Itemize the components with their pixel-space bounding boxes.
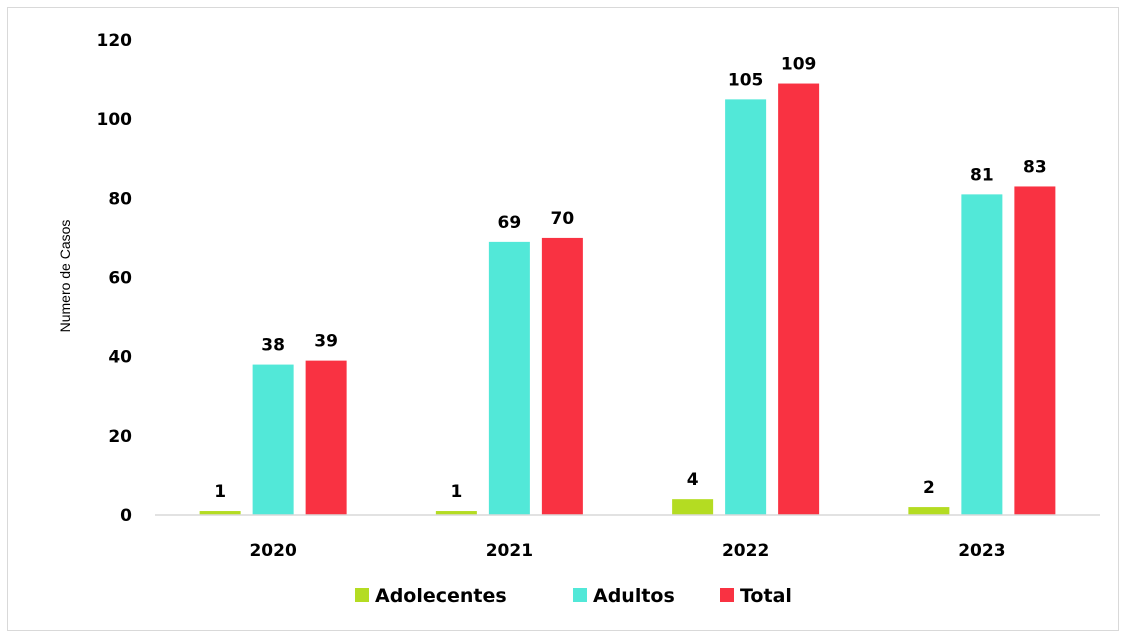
data-label: 105 [728,70,764,90]
x-tick-label: 2023 [958,541,1005,561]
bar-adultos-2021 [488,241,530,515]
legend-label-adolecentes: Adolecentes [375,585,507,607]
data-label: 39 [314,332,338,352]
bar-total-2022 [778,83,820,516]
data-label: 1 [214,482,226,502]
data-label: 2 [923,478,935,498]
data-label: 4 [687,470,699,490]
data-label: 1 [450,482,462,502]
y-tick-label: 80 [108,189,132,209]
y-tick-label: 120 [97,31,133,51]
y-tick-label: 20 [108,427,132,447]
bar-adolecentes-2021 [435,511,477,515]
bar-adolecentes-2022 [672,499,714,515]
bar-adolecentes-2020 [199,511,241,515]
bar-adolecentes-2023 [908,507,950,515]
y-axis-label: Numero de Casos [57,220,73,333]
legend-swatch-total [720,588,734,602]
x-axis-categories: 2020 2021 2022 2023 [249,541,1005,561]
y-tick-label: 60 [108,269,132,289]
bar-total-2021 [541,237,583,515]
y-tick-label: 0 [120,506,132,526]
bar-adultos-2023 [961,194,1003,515]
bar-total-2020 [305,360,347,515]
y-tick-label: 40 [108,348,132,368]
x-tick-label: 2020 [249,541,296,561]
legend-swatch-adultos [573,588,587,602]
data-label: 70 [551,209,575,229]
data-label: 69 [498,213,522,233]
legend: Adolecentes Adultos Total [355,585,792,607]
bar-total-2023 [1014,186,1056,516]
bar-adultos-2020 [252,364,294,515]
data-label: 109 [781,55,817,75]
data-label: 38 [261,336,285,356]
x-tick-label: 2022 [722,541,769,561]
x-tick-label: 2021 [486,541,533,561]
legend-label-adultos: Adultos [593,585,675,607]
bars: 1 38 39 1 69 70 4 105 109 2 81 83 [199,55,1056,516]
legend-label-total: Total [740,585,792,607]
bar-adultos-2022 [725,99,767,515]
y-axis-ticks: 0 20 40 60 80 100 120 [97,31,133,526]
data-label: 81 [970,165,994,185]
legend-swatch-adolecentes [355,588,369,602]
y-tick-label: 100 [97,110,133,130]
data-label: 83 [1023,157,1047,177]
